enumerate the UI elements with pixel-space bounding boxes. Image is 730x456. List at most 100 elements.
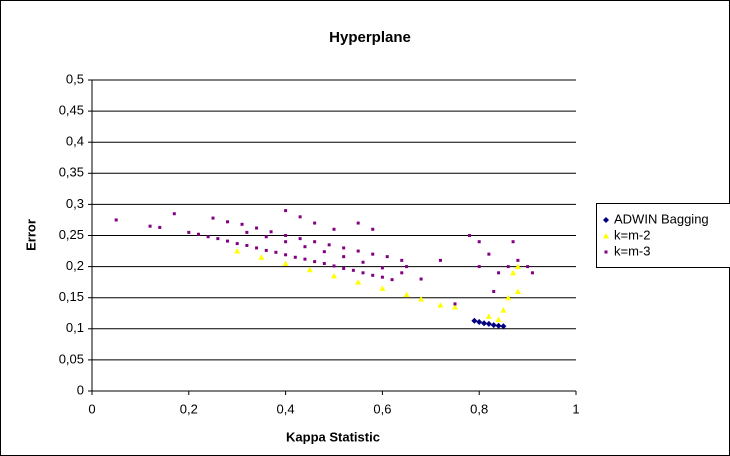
point xyxy=(255,246,259,250)
point xyxy=(361,260,365,264)
y-tick-label: 0,1 xyxy=(66,320,84,335)
point xyxy=(196,232,200,236)
legend-marker xyxy=(604,250,608,254)
point xyxy=(258,254,265,260)
point xyxy=(303,245,307,249)
point xyxy=(234,248,241,254)
point xyxy=(282,260,289,266)
point xyxy=(500,307,507,313)
point xyxy=(437,302,444,308)
point xyxy=(216,237,220,241)
point xyxy=(453,302,457,306)
point xyxy=(497,271,501,275)
point xyxy=(327,243,331,247)
point xyxy=(481,320,488,327)
point xyxy=(356,249,360,253)
point xyxy=(293,255,297,259)
point xyxy=(485,313,492,319)
point xyxy=(332,264,336,268)
x-tick-label: 0,6 xyxy=(373,401,391,416)
point xyxy=(303,257,307,261)
point xyxy=(356,221,360,225)
point xyxy=(405,265,409,269)
y-axis-label: Error xyxy=(23,219,38,251)
legend-label: ADWIN Bagging xyxy=(614,211,709,226)
y-tick-label: 0,25 xyxy=(59,227,84,242)
point xyxy=(355,279,362,285)
point xyxy=(114,218,118,222)
point xyxy=(284,234,288,237)
point xyxy=(385,255,389,259)
point xyxy=(206,235,210,239)
point xyxy=(487,252,491,256)
point xyxy=(274,250,278,254)
point xyxy=(477,240,481,244)
legend-label: k=m-3 xyxy=(614,243,650,258)
point xyxy=(172,212,176,216)
y-tick-label: 0,5 xyxy=(66,71,84,86)
point xyxy=(331,272,337,279)
y-tick-label: 0,3 xyxy=(66,196,84,211)
point xyxy=(284,240,288,244)
point xyxy=(485,320,492,327)
point xyxy=(284,253,288,257)
point xyxy=(342,266,346,270)
y-tick-label: 0,45 xyxy=(59,103,84,118)
point xyxy=(452,304,458,310)
point xyxy=(490,322,497,329)
point xyxy=(298,215,302,219)
point xyxy=(313,240,317,244)
legend-marker xyxy=(603,233,609,239)
point xyxy=(322,261,326,265)
point xyxy=(187,230,191,234)
point xyxy=(264,248,268,252)
point xyxy=(245,230,249,234)
y-tick-label: 0,2 xyxy=(66,258,84,273)
x-tick-label: 0,4 xyxy=(277,401,295,416)
point xyxy=(492,289,496,293)
point xyxy=(342,255,346,259)
x-tick-label: 0,8 xyxy=(470,401,488,416)
point xyxy=(322,250,326,254)
x-tick-label: 0,2 xyxy=(180,401,198,416)
y-tick-label: 0,4 xyxy=(66,134,84,149)
point xyxy=(240,222,244,226)
point xyxy=(514,288,521,294)
point xyxy=(403,291,410,298)
point xyxy=(530,271,534,275)
point xyxy=(371,227,375,231)
point xyxy=(468,234,472,237)
point xyxy=(371,252,375,256)
x-axis-label: Kappa Statistic xyxy=(286,429,380,444)
point xyxy=(158,225,162,229)
point xyxy=(226,239,230,243)
point xyxy=(438,258,442,262)
point xyxy=(235,242,239,246)
legend-label: k=m-2 xyxy=(614,227,650,242)
y-tick-label: 0,35 xyxy=(59,165,84,180)
point xyxy=(245,243,249,247)
point xyxy=(226,220,230,224)
point xyxy=(148,224,152,228)
point xyxy=(342,246,346,250)
point xyxy=(390,278,394,282)
point xyxy=(380,275,384,279)
point xyxy=(380,266,384,270)
point xyxy=(526,265,530,269)
point xyxy=(269,230,273,234)
chart-title: Hyperplane xyxy=(329,29,411,46)
point xyxy=(510,269,517,276)
point xyxy=(419,277,423,281)
point xyxy=(400,271,404,275)
y-tick-label: 0,15 xyxy=(59,289,84,304)
point xyxy=(476,318,483,325)
point xyxy=(495,316,502,322)
x-tick-label: 0 xyxy=(88,401,95,416)
point xyxy=(514,263,521,270)
x-tick-label: 1 xyxy=(572,401,579,416)
legend-marker xyxy=(603,217,609,223)
point xyxy=(298,237,302,241)
point xyxy=(471,317,478,324)
point xyxy=(332,227,336,231)
point xyxy=(361,271,365,275)
